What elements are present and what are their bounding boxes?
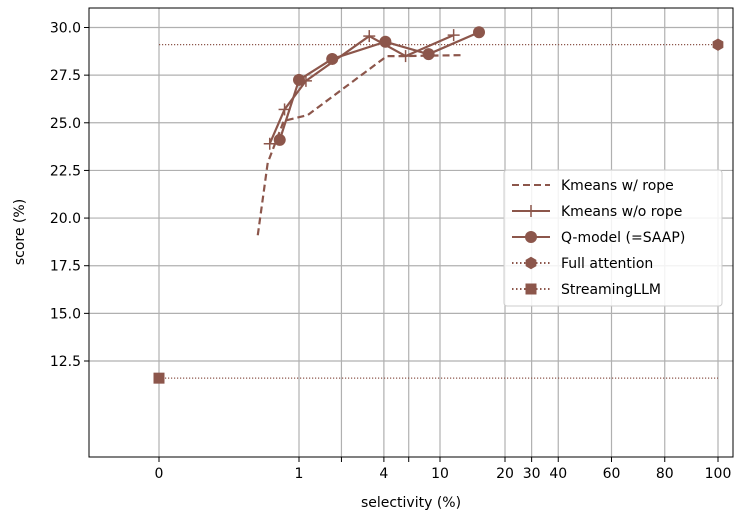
y-tick-label: 30.0 — [50, 21, 81, 37]
y-tick-label: 15.0 — [50, 306, 81, 322]
x-tick-label: 40 — [549, 466, 567, 482]
y-tick-label: 17.5 — [50, 259, 81, 275]
x-tick-label: 20 — [496, 466, 514, 482]
series-q-model-saap — [273, 26, 485, 146]
series-streamingllm — [153, 372, 718, 384]
legend-marker-full-attention — [525, 256, 537, 270]
data-point-kmeans-w-o-rope — [399, 50, 412, 63]
data-layer — [153, 26, 724, 384]
data-point-q-model-saap — [293, 73, 305, 86]
data-point-kmeans-w-o-rope — [447, 29, 460, 42]
series-kmeans-w-o-rope — [263, 29, 460, 150]
series-line-q-model-saap — [278, 31, 480, 141]
x-tick-label: 60 — [603, 466, 621, 482]
data-point-streamingllm — [153, 372, 165, 384]
y-tick-label: 25.0 — [50, 116, 81, 132]
plot-frame — [88, 7, 734, 458]
y-tick-label: 20.0 — [50, 211, 81, 227]
data-point-full-attention — [712, 38, 724, 51]
legend-label-kmeans-w-o-rope: Kmeans w/o rope — [561, 204, 682, 220]
legend-label-streamingllm: StreamingLLM — [561, 282, 661, 298]
x-tick-label: 0 — [155, 466, 164, 482]
x-tick-label: 4 — [379, 466, 388, 482]
x-tick-label: 30 — [523, 466, 541, 482]
y-tick-label: 22.5 — [50, 163, 81, 179]
data-point-q-model-saap — [273, 133, 286, 146]
data-point-kmeans-w-o-rope — [263, 137, 276, 150]
x-tick-label: 100 — [705, 466, 732, 482]
data-point-q-model-saap — [326, 52, 339, 65]
x-tick-label: 10 — [431, 466, 449, 482]
data-point-q-model-saap — [379, 35, 392, 48]
legend-label-full-attention: Full attention — [561, 256, 653, 272]
series-full-attention — [159, 38, 724, 51]
legend-marker-kmeans-w-o-rope — [525, 205, 537, 217]
legend-label-q-model-saap: Q-model (=SAAP) — [561, 230, 685, 246]
legend-marker-streamingllm — [525, 283, 537, 295]
series-line-kmeans-w-rope — [256, 54, 463, 236]
legend-label-kmeans-w-rope: Kmeans w/ rope — [561, 178, 674, 194]
data-point-q-model-saap — [422, 48, 435, 61]
data-point-kmeans-w-o-rope — [363, 30, 376, 43]
y-axis-label: score (%) — [12, 199, 28, 265]
series-kmeans-w-rope — [256, 54, 463, 236]
y-tick-label: 12.5 — [50, 354, 81, 370]
grid-layer — [89, 8, 733, 457]
tick-layer: 0 1 4 10 20 30 40 60 80 100 12.5 15.0 17.5 20.0 22.5 25… — [50, 21, 732, 483]
legend: Kmeans w/ rope Kmeans w/o rope Q-model (=S… — [503, 169, 723, 307]
legend-frame — [503, 169, 723, 307]
x-tick-label: 1 — [295, 466, 304, 482]
x-tick-label: 80 — [656, 466, 674, 482]
legend-marker-q-model-saap — [525, 231, 537, 243]
data-point-q-model-saap — [473, 26, 485, 39]
x-axis-label: selectivity (%) — [361, 495, 461, 511]
y-tick-label: 27.5 — [50, 68, 81, 84]
